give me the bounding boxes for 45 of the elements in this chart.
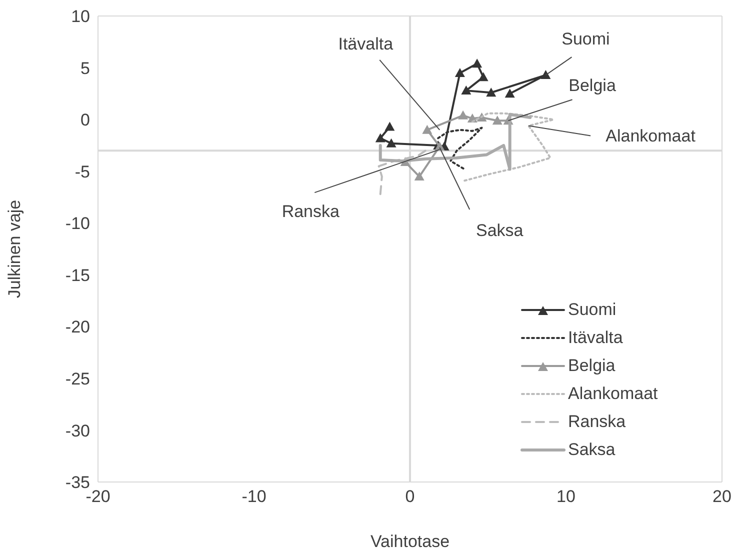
y-tick-label: -25 [65, 369, 90, 388]
annotation: Belgia [568, 76, 616, 96]
x-tick-label: 20 [712, 487, 732, 506]
annotation: Saksa [476, 221, 524, 240]
x-tick-label: -10 [242, 487, 266, 506]
legend-label: Belgia [568, 356, 616, 376]
legend-label: Alankomaat [568, 384, 658, 404]
x-tick-label: 10 [556, 487, 576, 506]
line-series [464, 112, 555, 182]
point [504, 88, 515, 98]
x-axis-title: Vaihtotase [370, 532, 450, 551]
annotation: Suomi [562, 30, 610, 49]
annotation: Ranska [282, 202, 340, 222]
y-axis-title: Julkinen vaje [5, 200, 24, 298]
y-tick-label: -10 [65, 214, 90, 234]
point [472, 58, 482, 68]
y-tick-label: 5 [80, 58, 90, 78]
point [386, 138, 396, 148]
point [540, 70, 551, 80]
point [461, 86, 472, 95]
point [454, 68, 465, 77]
annotation: Alankomaat [606, 126, 696, 146]
point [486, 88, 496, 97]
legend-label: Itävalta [568, 328, 623, 348]
legend-label: Ranska [568, 412, 626, 432]
point [478, 72, 488, 82]
line-series [378, 150, 427, 196]
point [375, 133, 386, 142]
point [414, 172, 424, 181]
y-tick-label: -5 [74, 162, 90, 182]
point [492, 116, 502, 125]
x-tick-label: 0 [405, 487, 415, 506]
y-tick-label: 10 [71, 7, 90, 26]
y-tick-label: -20 [65, 318, 90, 337]
y-tick-label: -15 [65, 266, 90, 285]
point [384, 122, 395, 131]
point [458, 110, 468, 120]
y-tick-label: -35 [65, 473, 90, 492]
legend-label: Saksa [568, 440, 616, 460]
y-tick-label: 0 [80, 110, 90, 130]
line-series [378, 112, 532, 171]
point [422, 124, 432, 134]
legend-label: Suomi [568, 300, 616, 320]
annotation: Itävalta [338, 34, 394, 54]
y-tick-label: -30 [65, 421, 90, 440]
